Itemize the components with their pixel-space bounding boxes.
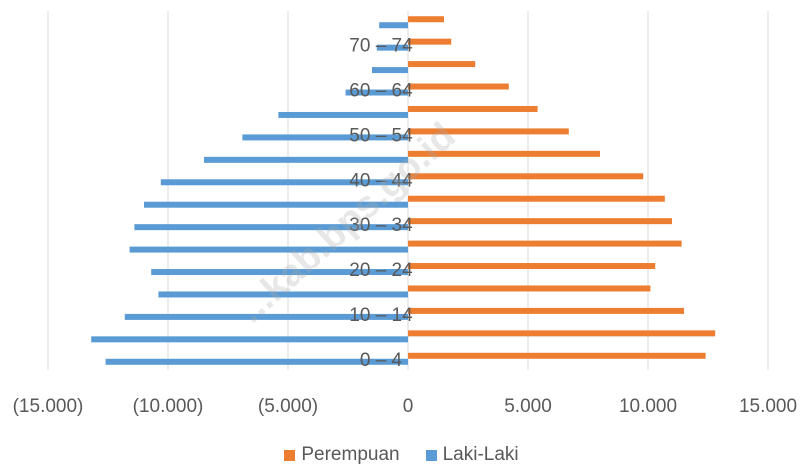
bar-perempuan-15: [408, 16, 444, 23]
x-tick-label-4: 5.000: [504, 396, 552, 417]
category-label-2: 10 – 14: [349, 305, 413, 326]
bar-perempuan-1: [408, 330, 716, 337]
bar-perempuan-3: [408, 285, 651, 292]
bar-laki-laki-3: [158, 291, 408, 298]
category-label-0: 0 – 4: [360, 350, 403, 371]
category-label-8: 40 – 44: [349, 170, 413, 191]
bar-laki-laki-1: [91, 336, 408, 343]
legend-swatch-laki-laki: [425, 449, 437, 461]
x-tick-label-5: 10.000: [619, 396, 677, 417]
bar-laki-laki-10: [242, 134, 408, 141]
legend-label-perempuan: Perempuan: [301, 444, 400, 465]
bar-laki-laki-15: [379, 22, 408, 29]
legend-item-laki-laki: Laki-Laki: [425, 444, 519, 466]
bar-perempuan-5: [408, 240, 682, 247]
legend-swatch-perempuan: [284, 449, 296, 461]
bar-perempuan-0: [408, 352, 706, 359]
x-tick-label-0: (15.000): [13, 396, 84, 417]
bar-laki-laki-7: [144, 201, 408, 208]
x-tick-label-3: 0: [403, 396, 414, 417]
bar-perempuan-6: [408, 218, 672, 225]
legend-item-perempuan: Perempuan: [284, 444, 400, 466]
category-label-14: 70 – 74: [349, 36, 413, 57]
bar-perempuan-13: [408, 61, 476, 68]
category-label-6: 30 – 34: [349, 215, 413, 236]
category-labels: 0 – 4 10 – 14 20 – 24 30 – 34 40 – 44 50 – 54…: [349, 36, 413, 371]
bar-perempuan-14: [408, 38, 452, 45]
bar-laki-laki-14: [376, 44, 408, 51]
bar-laki-laki-6: [134, 224, 408, 231]
x-tick-labels: (15.000) (10.000) (5.000) 0 5.000 10.000 15.00…: [13, 396, 797, 417]
bar-laki-laki-2: [124, 313, 409, 320]
bar-laki-laki-9: [204, 156, 408, 163]
bar-perempuan-12: [408, 83, 509, 90]
bar-perempuan-9: [408, 150, 600, 157]
bar-laki-laki-4: [151, 269, 408, 276]
x-tick-label-2: (5.000): [258, 396, 318, 417]
legend-label-laki-laki: Laki-Laki: [442, 444, 519, 465]
bar-perempuan-2: [408, 307, 684, 314]
bar-perempuan-8: [408, 173, 644, 180]
x-tick-label-1: (10.000): [133, 396, 204, 417]
category-label-4: 20 – 24: [349, 260, 413, 281]
category-label-10: 50 – 54: [349, 125, 413, 146]
bar-perempuan-4: [408, 263, 656, 270]
x-tick-label-6: 15.000: [739, 396, 797, 417]
legend: Perempuan Laki-Laki: [0, 443, 803, 467]
bar-laki-laki-11: [278, 111, 408, 118]
bar-perempuan-10: [408, 128, 569, 135]
bar-laki-laki-0: [105, 358, 408, 365]
bar-perempuan-11: [408, 105, 538, 112]
bar-perempuan-7: [408, 195, 665, 202]
bar-laki-laki-13: [372, 67, 408, 74]
category-label-12: 60 – 64: [349, 81, 413, 102]
bar-laki-laki-12: [345, 89, 408, 96]
bar-laki-laki-5: [129, 246, 408, 253]
bars: [91, 16, 716, 365]
bar-laki-laki-8: [160, 179, 408, 186]
